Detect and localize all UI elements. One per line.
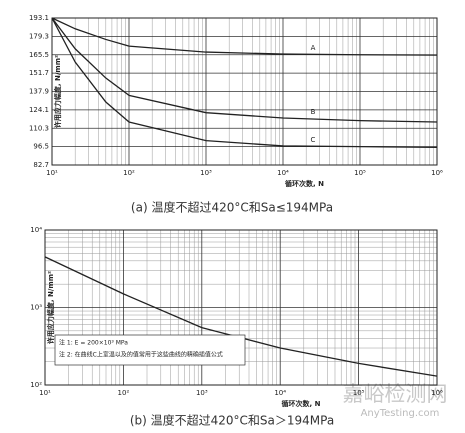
series-label: B [311, 108, 316, 116]
x-tick-label: 10⁵ [353, 389, 365, 397]
x-tick-label: 10² [123, 169, 135, 177]
x-tick-label: 10⁴ [274, 389, 286, 397]
series-label: C [311, 136, 316, 144]
y-tick-label: 10² [30, 381, 42, 389]
notes-box [54, 334, 246, 366]
watermark: 嘉峪检测网 [343, 382, 448, 406]
y-tick-label: 124.1 [29, 106, 49, 114]
x-tick-label: 10⁵ [354, 169, 366, 177]
y-axis-label: 许用应力幅度, N/mm² [53, 55, 62, 128]
x-tick-label: 10³ [200, 169, 212, 177]
y-axis-label: 许用应力幅度, N/mm² [46, 271, 55, 344]
plot-frame [44, 229, 438, 386]
x-tick-label: 10³ [196, 389, 208, 397]
line-series [51, 17, 438, 56]
y-tick-label: 151.7 [29, 69, 49, 77]
y-tick-label: 10⁴ [30, 226, 42, 234]
y-tick-label: 179.3 [29, 32, 49, 40]
note: 注 1: E = 200×10³ MPa [59, 339, 128, 347]
x-axis-label: 循环次数, N [285, 179, 324, 188]
x-tick-label: 10¹ [39, 389, 51, 397]
x-tick-label: 10⁴ [277, 169, 289, 177]
plot-frame [51, 17, 438, 166]
line-series [51, 17, 438, 148]
caption: (b) 温度不超过420°C和Sa＞194MPa [130, 413, 334, 428]
y-tick-label: 96.5 [33, 143, 49, 151]
y-tick-label: 10³ [30, 304, 42, 312]
x-axis-label: 循环次数, N [282, 399, 321, 408]
y-tick-label: 137.9 [29, 88, 49, 96]
x-tick-label: 10² [118, 389, 130, 397]
x-tick-label: 10¹ [46, 169, 58, 177]
y-tick-label: 110.3 [29, 124, 49, 132]
note: 注 2: 在曲线C上室温以及的值常用于这些曲线的精确插值公式 [59, 351, 223, 359]
x-tick-label: 10⁶ [431, 169, 443, 177]
x-tick-label: 10⁶ [431, 389, 443, 397]
y-tick-label: 193.1 [29, 14, 49, 22]
watermark: AnyTesting.com [361, 408, 440, 419]
y-tick-label: 165.5 [29, 51, 49, 59]
line-series [51, 17, 438, 123]
caption: (a) 温度不超过420°C和Sa≤194MPa [131, 200, 333, 215]
y-tick-label: 82.7 [33, 161, 49, 169]
series-label: A [311, 44, 316, 52]
